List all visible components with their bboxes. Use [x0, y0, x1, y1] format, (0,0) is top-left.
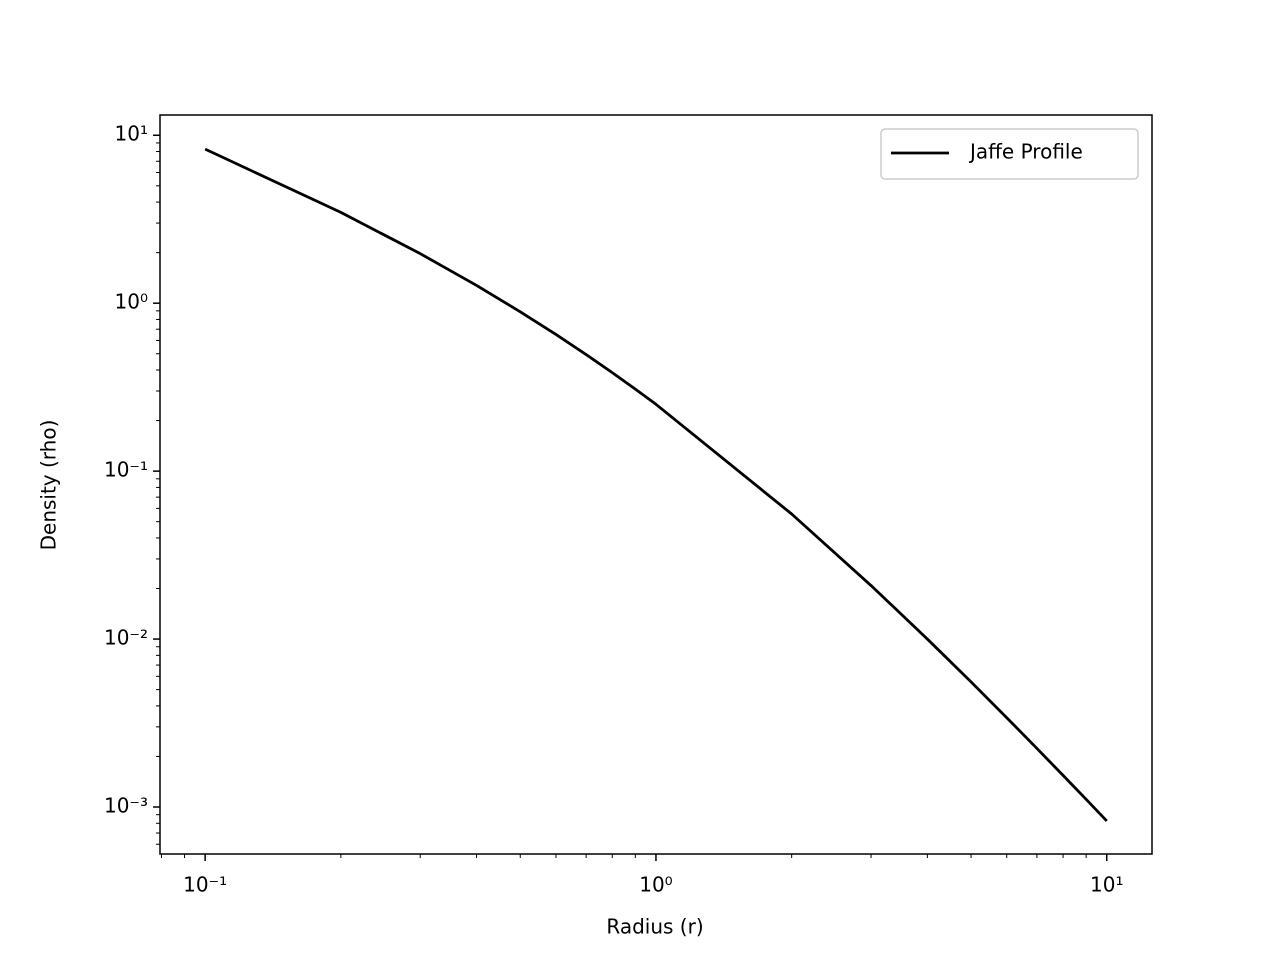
y-tick-label: 10¹ [115, 122, 148, 146]
y-tick-label: 10⁻³ [104, 794, 148, 818]
y-tick-label: 10⁰ [115, 290, 148, 314]
y-axis-label: Density (rho) [37, 420, 61, 551]
x-axis-label: Radius (r) [606, 915, 703, 939]
x-tick-label: 10¹ [1090, 873, 1123, 897]
legend-box [880, 128, 1139, 180]
plot-frame [159, 114, 1153, 855]
y-tick-label: 10⁻² [104, 626, 148, 650]
x-tick-label: 10⁻¹ [183, 873, 227, 897]
data-line [204, 147, 1108, 822]
x-tick-label: 10⁰ [639, 873, 672, 897]
y-tick-label: 10⁻¹ [104, 458, 148, 482]
legend-label: Jaffe Profile [968, 140, 1083, 164]
